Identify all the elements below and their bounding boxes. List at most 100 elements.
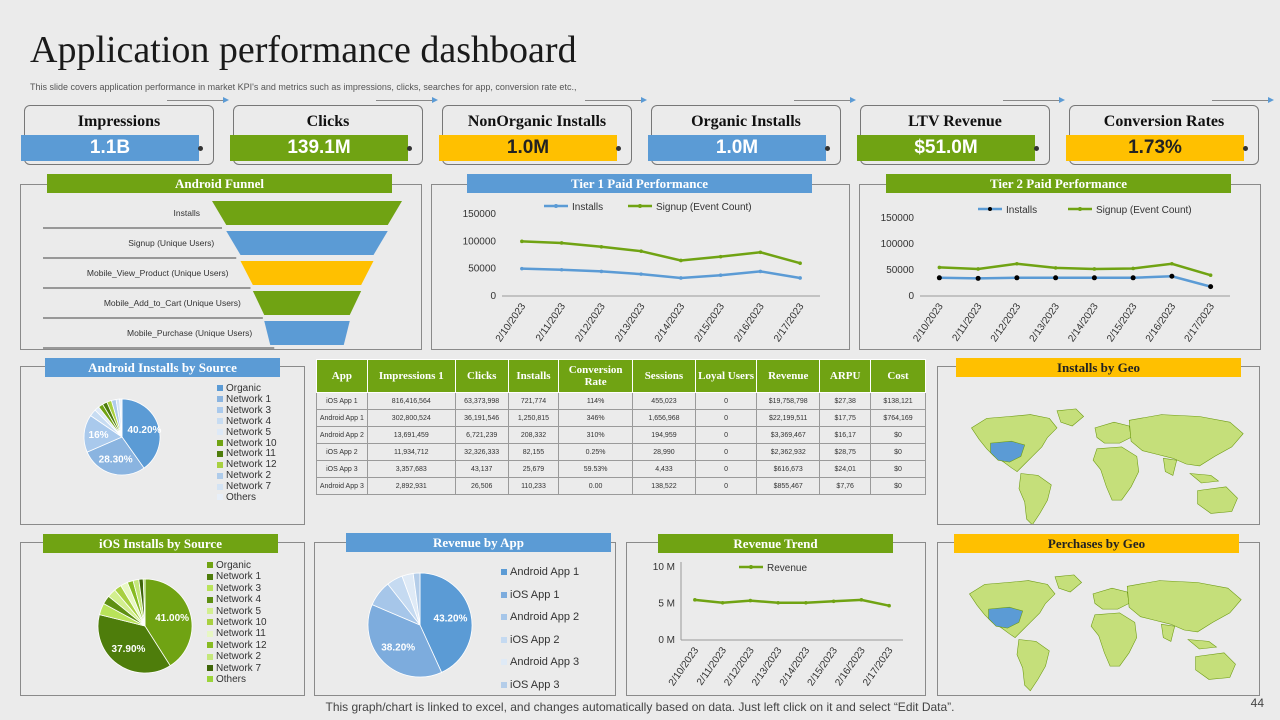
pie-data-label: 43.20% <box>434 613 468 624</box>
legend-label: iOS App 3 <box>510 678 560 691</box>
data-point <box>559 241 564 245</box>
purchases-world-map[interactable] <box>938 543 1259 695</box>
purchases-geo-panel <box>937 542 1260 696</box>
table-cell: 302,800,524 <box>366 409 456 427</box>
arrow-right-icon <box>585 97 647 103</box>
map-australia <box>1197 486 1238 514</box>
data-point <box>936 275 942 281</box>
x-tick-label: 2/13/2023 <box>613 301 648 344</box>
table-cell: $616,673 <box>756 460 821 478</box>
android-funnel-chart[interactable]: Installs Signup (Unique Users) Mobile_View… <box>21 185 421 349</box>
kpi-card-clicks[interactable]: Clicks 139.1M <box>230 97 438 165</box>
table-cell: 138,522 <box>631 477 697 495</box>
legend-item: Organic <box>217 383 277 395</box>
legend-swatch <box>217 407 223 414</box>
pie-data-label: 40.20% <box>127 425 161 436</box>
installs-world-map[interactable] <box>938 367 1259 526</box>
data-point <box>798 261 802 265</box>
android-src-pie-chart[interactable]: 40.20% 28.30% 16% <box>21 367 211 524</box>
legend-item: Network 1 <box>217 394 277 406</box>
x-tick-label: 2/10/2023 <box>494 301 529 344</box>
table-cell: $0 <box>870 460 926 478</box>
kpi-card-organic-installs[interactable]: Organic Installs 1.0M <box>648 97 856 165</box>
legend-swatch <box>217 385 223 392</box>
revenue-app-pie-chart[interactable]: 43.20% 38.20% <box>315 543 495 695</box>
map-asia <box>1126 580 1242 633</box>
kpi-card-ltv-revenue[interactable]: LTV Revenue $51.0M <box>857 97 1065 165</box>
table-header: Revenue <box>756 359 821 393</box>
legend-item: Android App 1 <box>501 561 579 584</box>
data-point <box>639 272 643 276</box>
kpi-card-nonorganic-installs[interactable]: NonOrganic Installs 1.0M <box>439 97 647 165</box>
data-point <box>1092 267 1097 271</box>
legend-item: Network 7 <box>217 481 277 493</box>
legend-label: Network 11 <box>216 628 266 640</box>
data-point <box>1208 273 1213 277</box>
revenue-app-panel: 43.20% 38.20% Android App 1 iOS App 1 Andro… <box>314 542 616 696</box>
revenue-trend-chart[interactable]: 0 M5 M10 M2/10/20232/11/20232/12/20232/1… <box>627 543 925 695</box>
legend-swatch <box>501 636 507 643</box>
legend-swatch <box>207 653 213 660</box>
y-tick-label: 150000 <box>463 209 497 220</box>
legend-swatch <box>501 681 507 688</box>
table-cell: 0 <box>695 409 758 427</box>
table-cell: $764,169 <box>870 409 926 427</box>
arrow-right-icon <box>1212 97 1274 103</box>
table-cell: 6,721,239 <box>454 426 509 444</box>
map-usa <box>988 606 1024 629</box>
table-cell: 63,373,998 <box>454 392 509 410</box>
pie-slice <box>121 398 161 469</box>
tier2-title: Tier 2 Paid Performance <box>886 174 1231 193</box>
tier1-chart[interactable]: 0 50000 100000 150000 2/10/2023 2/11/2023 2/12… <box>432 185 849 349</box>
table-cell: $2,362,932 <box>756 443 821 461</box>
table-cell: 0 <box>695 477 758 495</box>
legend-label: Network 2 <box>216 651 262 663</box>
arrow-right-icon <box>376 97 438 103</box>
table-row: Android App 3 2,892,931 26,506 110,233 0.00 1… <box>316 477 926 495</box>
ios-src-pie-chart[interactable]: 41.00% 37.90% <box>21 543 211 695</box>
table-cell: $16,17 <box>819 426 872 444</box>
ios-src-title: iOS Installs by Source <box>43 534 278 553</box>
tier2-chart[interactable]: 0 50000 100000 150000 2/10/2023 2/11/2023 2/12… <box>860 185 1260 349</box>
table-cell: $0 <box>870 443 926 461</box>
legend-swatch <box>207 562 213 569</box>
table-cell: 0.00 <box>558 477 633 495</box>
legend-item: iOS App 3 <box>501 674 579 697</box>
y-tick-label: 100000 <box>881 239 915 250</box>
kpi-card-conversion-rates[interactable]: Conversion Rates 1.73% <box>1066 97 1274 165</box>
legend-swatch <box>217 494 223 501</box>
table-cell: 110,233 <box>507 477 560 495</box>
table-row: iOS App 1 816,416,564 63,373,998 721,774 114… <box>316 392 926 410</box>
legend-swatch <box>217 461 223 468</box>
legend-item: Network 7 <box>207 663 267 674</box>
legend-label: Network 4 <box>226 415 272 427</box>
table-cell: $22,199,511 <box>756 409 821 427</box>
x-tick-label: 2/17/2023 <box>772 301 807 344</box>
data-point <box>1170 261 1174 266</box>
kpi-card-impressions[interactable]: Impressions 1.1B <box>21 97 229 165</box>
x-tick-label: 2/12/2023 <box>989 301 1024 344</box>
data-point <box>559 267 564 272</box>
legend-swatch <box>207 607 213 614</box>
y-tick-label: 100000 <box>463 236 497 247</box>
legend-label: Signup (Event Count) <box>1096 205 1192 216</box>
legend-label: Network 10 <box>216 617 267 629</box>
legend-item: Android App 2 <box>501 606 579 629</box>
data-point <box>776 600 780 605</box>
kpi-label: Clicks <box>306 113 350 130</box>
table-header: Sessions <box>631 359 697 393</box>
table-cell: 721,774 <box>507 392 560 410</box>
legend-swatch <box>207 596 213 603</box>
legend-label: Network 3 <box>216 582 262 594</box>
data-point <box>804 600 808 605</box>
kpi-value: 1.73% <box>1066 135 1244 161</box>
y-tick-label: 0 M <box>658 635 675 646</box>
ios-src-panel: 41.00% 37.90% Organic Network 1 Network 3 Ne… <box>20 542 305 696</box>
table-cell: 26,506 <box>454 477 509 495</box>
funnel-label: Mobile_Purchase (Unique Users) <box>127 328 252 338</box>
series-line <box>939 274 1211 288</box>
y-tick-label: 50000 <box>468 264 496 275</box>
legend-label: iOS App 1 <box>510 588 560 601</box>
y-tick-label: 150000 <box>881 213 915 224</box>
legend-swatch <box>207 665 213 672</box>
